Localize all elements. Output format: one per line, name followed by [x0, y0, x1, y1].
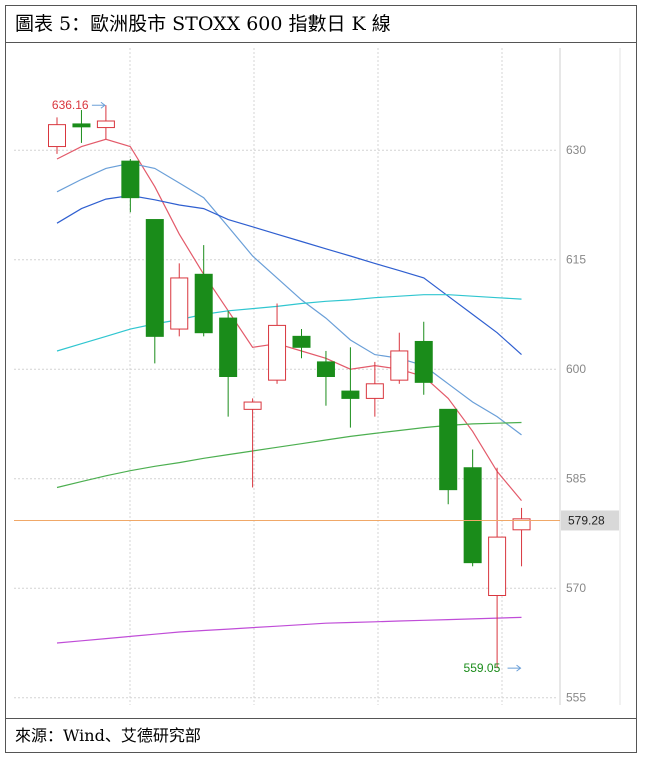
high-annotation: 636.16	[52, 98, 89, 112]
candle-up	[48, 124, 66, 148]
candle-up	[268, 324, 287, 381]
candle-down	[194, 273, 213, 334]
candle-down	[316, 361, 335, 377]
annotation-arrowhead	[100, 101, 106, 109]
candle-up	[365, 383, 384, 399]
candle-up	[96, 120, 115, 129]
moving-average-lines	[56, 138, 522, 644]
candle-up	[488, 536, 507, 596]
source-note: 來源：Wind、艾德研究部	[5, 718, 637, 753]
candle-down	[72, 123, 91, 128]
y-tick-label: 570	[566, 581, 586, 595]
chart-title: 圖表 5：歐洲股市 STOXX 600 指數日 K 線	[5, 5, 637, 43]
ma-line	[56, 138, 522, 501]
candle-up	[390, 350, 409, 381]
candles	[48, 105, 531, 669]
candle-down	[341, 390, 360, 399]
current-price-marker: 579.28	[14, 510, 619, 531]
y-tick-label: 585	[566, 472, 586, 486]
candle-up	[170, 277, 189, 330]
y-tick-label: 615	[566, 253, 586, 267]
current-price-label-bg	[561, 510, 619, 531]
annotations: 636.16 559.05	[52, 98, 522, 675]
candle-down	[414, 340, 433, 383]
y-tick-label: 600	[566, 362, 586, 376]
candle-down	[121, 160, 140, 199]
candle-down	[219, 317, 238, 378]
candle-down	[463, 467, 482, 564]
current-price-label: 579.28	[568, 513, 605, 527]
grid-lines	[14, 48, 621, 705]
low-annotation: 559.05	[464, 661, 501, 675]
candle-down	[292, 335, 311, 348]
y-tick-label: 630	[566, 143, 586, 157]
candle-down	[145, 219, 164, 337]
ma-line	[56, 616, 522, 644]
annotation-arrowhead	[516, 664, 522, 672]
y-axis: 555 570 585 600 615 630	[566, 143, 586, 705]
candle-up	[512, 518, 531, 531]
ma-line	[56, 294, 522, 352]
figure-frame	[5, 5, 637, 753]
y-tick-label: 555	[566, 691, 586, 705]
candle-up	[243, 401, 262, 410]
candle-down	[439, 408, 458, 491]
